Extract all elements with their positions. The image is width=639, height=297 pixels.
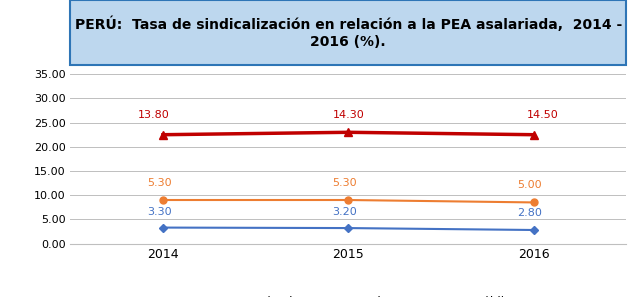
- Text: 5.30: 5.30: [147, 178, 171, 188]
- Legend: Sector Privado, Total, Sector Público: Sector Privado, Total, Sector Público: [174, 291, 522, 297]
- Text: PERÚ:  Tasa de sindicalización en relación a la PEA asalariada,  2014 -
2016 (%): PERÚ: Tasa de sindicalización en relació…: [75, 17, 622, 48]
- Text: 3.30: 3.30: [147, 207, 171, 217]
- Text: 13.80: 13.80: [138, 110, 169, 120]
- FancyBboxPatch shape: [70, 0, 626, 65]
- Text: 2.80: 2.80: [518, 208, 543, 218]
- Text: 14.50: 14.50: [527, 110, 558, 120]
- Text: 5.00: 5.00: [518, 180, 542, 190]
- Text: 5.30: 5.30: [332, 178, 357, 188]
- Text: 3.20: 3.20: [332, 207, 357, 217]
- Text: 14.30: 14.30: [332, 110, 364, 120]
